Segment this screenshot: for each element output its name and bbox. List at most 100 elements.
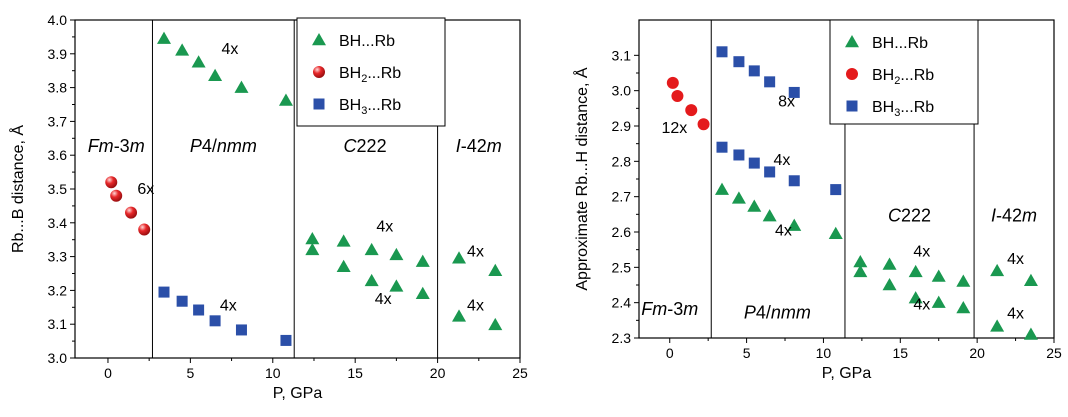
data-point bbox=[1023, 327, 1038, 340]
data-point bbox=[278, 93, 293, 106]
y-axis-title: Rb...B distance, Å bbox=[8, 125, 27, 253]
legend-label-1: BH2...Rb bbox=[872, 67, 934, 87]
data-point bbox=[764, 76, 776, 88]
data-point bbox=[716, 141, 728, 153]
x-tick-label-0: 0 bbox=[666, 345, 674, 361]
data-point bbox=[110, 189, 123, 202]
data-point bbox=[716, 46, 728, 58]
data-point bbox=[748, 157, 760, 169]
y-tick-label-1: 2.4 bbox=[612, 295, 632, 311]
multiplicity-label-4: 4x bbox=[913, 244, 930, 261]
y-tick-label-6: 2.9 bbox=[612, 118, 632, 134]
data-point bbox=[389, 247, 404, 261]
data-point bbox=[488, 263, 503, 277]
data-point bbox=[452, 251, 467, 264]
legend-marker-0 bbox=[312, 33, 326, 46]
data-point bbox=[731, 191, 746, 204]
data-point bbox=[762, 209, 777, 222]
phase-label-2: C222 bbox=[888, 205, 931, 225]
chart-rb-b-distance: 0 5 10 15 20 25 3.0 3.1 3.2 3.3 3.4 3.5 3.6 3.7 3.8 3.9… bbox=[8, 12, 528, 402]
data-point bbox=[175, 43, 190, 56]
x-tick-label-2: 10 bbox=[816, 345, 832, 361]
data-point bbox=[956, 300, 971, 314]
y-tick-label-0: 3.0 bbox=[48, 350, 68, 366]
data-point bbox=[666, 76, 679, 89]
data-point bbox=[415, 286, 430, 300]
data-point bbox=[990, 319, 1005, 332]
data-point bbox=[990, 263, 1005, 277]
legend-label-2: BH3...Rb bbox=[872, 99, 934, 119]
data-point bbox=[176, 295, 188, 307]
y-tick-label-9: 3.9 bbox=[48, 46, 68, 62]
data-point bbox=[235, 324, 247, 336]
data-point bbox=[336, 234, 351, 247]
y-tick-label-3: 2.6 bbox=[612, 224, 632, 240]
y-tick-label-1: 3.1 bbox=[48, 316, 68, 332]
multiplicity-label-5: 4x bbox=[467, 298, 484, 315]
data-point bbox=[305, 242, 320, 256]
data-point bbox=[105, 176, 118, 189]
data-point bbox=[305, 232, 320, 245]
y-tick-label-7: 3.0 bbox=[612, 83, 632, 99]
x-tick-label-4: 20 bbox=[969, 345, 985, 361]
legend-marker-0 bbox=[845, 35, 859, 48]
data-point bbox=[787, 218, 802, 231]
data-point bbox=[193, 304, 205, 316]
multiplicity-label-4: 4x bbox=[467, 244, 484, 261]
x-tick-label-1: 5 bbox=[743, 345, 751, 361]
multiplicity-label-3: 4x bbox=[775, 223, 792, 240]
multiplicity-label-7: 4x bbox=[1007, 306, 1024, 323]
data-point bbox=[364, 242, 379, 256]
data-point bbox=[931, 295, 946, 308]
data-point bbox=[788, 86, 800, 98]
phase-label-1: P4/nmm bbox=[190, 136, 257, 156]
data-point bbox=[336, 259, 351, 272]
y-tick-label-3: 3.3 bbox=[48, 249, 68, 265]
data-point bbox=[138, 223, 151, 236]
data-point bbox=[158, 286, 170, 298]
x-tick-label-5: 25 bbox=[512, 365, 528, 381]
x-tick-label-2: 10 bbox=[265, 365, 281, 381]
data-point bbox=[209, 315, 221, 327]
data-point bbox=[733, 56, 745, 68]
legend-label-1: BH2...Rb bbox=[339, 65, 401, 85]
y-tick-label-2: 3.2 bbox=[48, 282, 68, 298]
data-point bbox=[733, 149, 745, 161]
phase-label-0: Fm-3m bbox=[641, 299, 698, 319]
data-point bbox=[882, 257, 897, 270]
data-point bbox=[828, 226, 843, 240]
y-axis-title: Approximate Rb...H distance, Å bbox=[572, 67, 591, 291]
data-point bbox=[830, 184, 842, 196]
legend-label-0: BH...Rb bbox=[872, 35, 928, 52]
legend-marker-1 bbox=[313, 66, 325, 78]
x-axis-title: P, GPa bbox=[822, 365, 872, 382]
data-point bbox=[415, 254, 430, 267]
data-point bbox=[931, 269, 946, 282]
legend-label-2: BH3...Rb bbox=[339, 97, 401, 117]
data-point bbox=[697, 118, 710, 131]
multiplicity-label-1: 6x bbox=[137, 181, 154, 198]
data-point bbox=[853, 264, 868, 278]
y-tick-label-4: 3.4 bbox=[48, 215, 68, 231]
y-tick-label-5: 3.5 bbox=[48, 181, 68, 197]
y-tick-label-5: 2.8 bbox=[612, 153, 632, 169]
data-point bbox=[280, 334, 292, 346]
x-axis-title: P, GPa bbox=[273, 385, 323, 402]
multiplicity-label-0: 4x bbox=[221, 41, 238, 58]
data-point bbox=[908, 291, 923, 304]
y-tick-label-4: 2.7 bbox=[612, 189, 632, 205]
multiplicity-label-2: 4x bbox=[376, 218, 393, 235]
data-point bbox=[788, 175, 800, 187]
data-point bbox=[748, 65, 760, 77]
data-point bbox=[956, 274, 971, 287]
multiplicity-label-6: 4x bbox=[220, 298, 237, 315]
legend-label-0: BH...Rb bbox=[339, 33, 395, 50]
multiplicity-label-1: 12x bbox=[661, 120, 687, 137]
data-point bbox=[747, 199, 762, 212]
legend-marker-2 bbox=[846, 100, 858, 112]
y-tick-label-0: 2.3 bbox=[612, 330, 632, 346]
y-tick-label-2: 2.5 bbox=[612, 259, 632, 275]
data-point bbox=[1023, 273, 1038, 287]
multiplicity-label-5: 4x bbox=[913, 297, 930, 314]
chart-rb-h-distance: 0 5 10 15 20 25 2.3 2.4 2.5 2.6 2.7 2.8 2.9 3.0 3.1 P, … bbox=[572, 19, 1062, 382]
